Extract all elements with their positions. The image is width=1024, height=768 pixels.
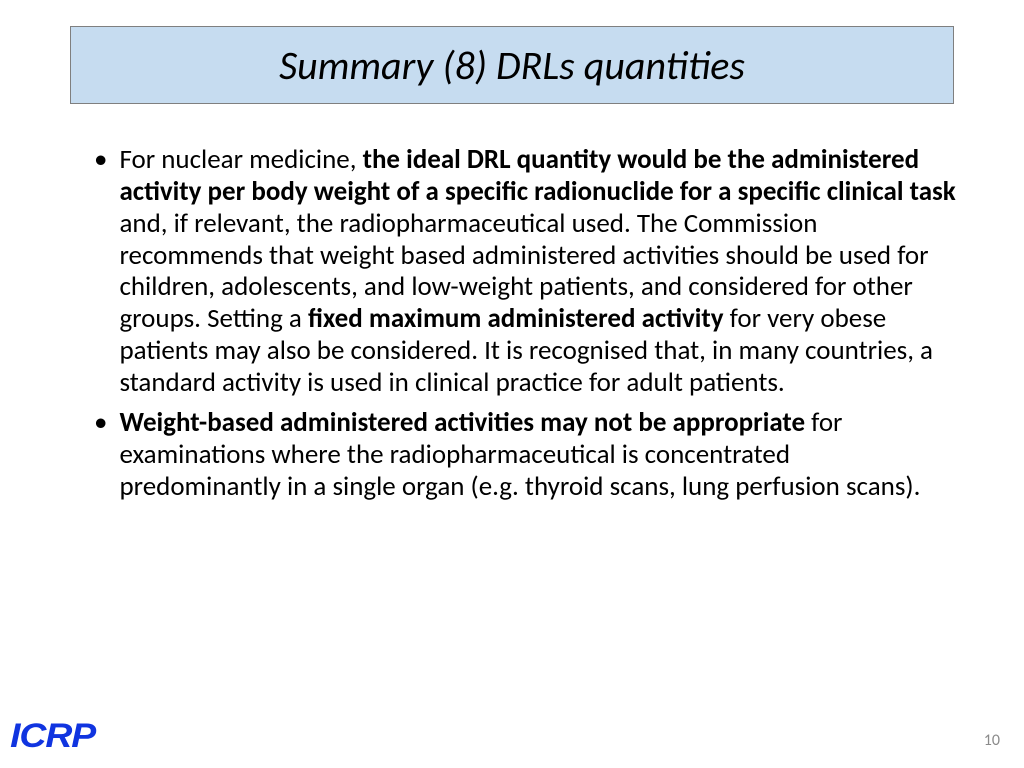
bullet-item: •Weight-based administered activities ma… xyxy=(76,407,956,503)
bullet-text: Weight-based administered activities may… xyxy=(119,407,956,503)
text-run: fixed maximum administered activity xyxy=(308,302,724,335)
bullet-text: For nuclear medicine, the ideal DRL quan… xyxy=(119,144,956,399)
logo-text: ICRP xyxy=(10,717,95,755)
page-number-value: 10 xyxy=(984,731,1000,750)
icrp-logo: ICRP xyxy=(10,717,95,756)
bullet-item: •For nuclear medicine, the ideal DRL qua… xyxy=(76,144,956,399)
page-number: 10 xyxy=(984,731,1000,750)
slide-title-box: Summary (8) DRLs quantities xyxy=(70,26,954,104)
bullet-marker: • xyxy=(76,144,119,399)
slide-title: Summary (8) DRLs quantities xyxy=(279,41,745,90)
text-run: For nuclear medicine, xyxy=(119,143,362,176)
slide-content: •For nuclear medicine, the ideal DRL qua… xyxy=(76,144,956,510)
text-run: Weight-based administered activities may… xyxy=(119,406,805,439)
bullet-marker: • xyxy=(76,407,119,503)
